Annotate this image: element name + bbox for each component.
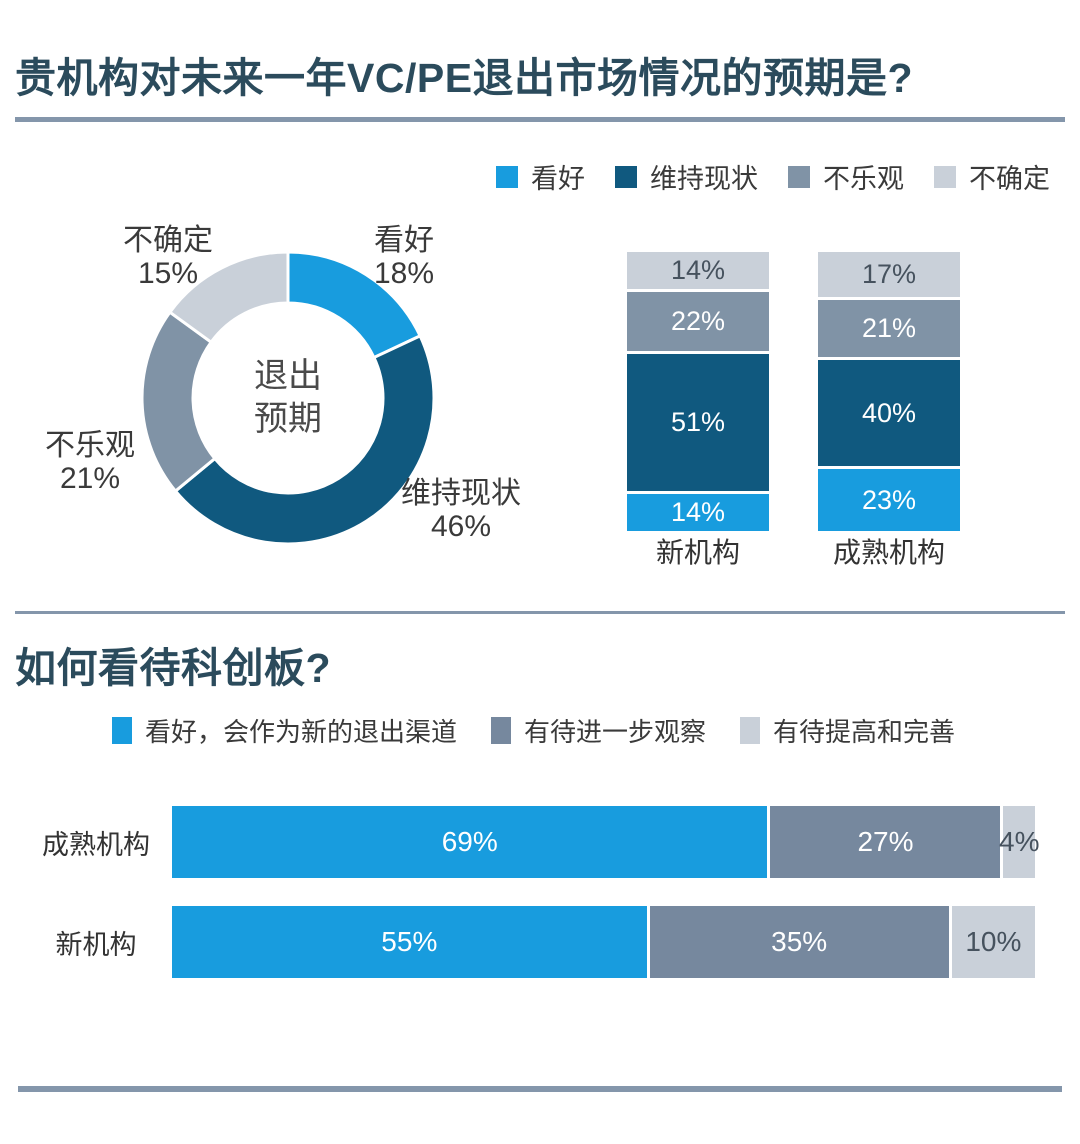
column-segment: 14% bbox=[627, 252, 769, 290]
bar-segment: 69% bbox=[172, 806, 768, 878]
legend-label: 看好 bbox=[531, 164, 585, 194]
column-segment: 40% bbox=[818, 359, 960, 467]
legend-item: 看好 bbox=[496, 157, 585, 196]
donut-label: 不乐观 21% bbox=[45, 429, 135, 495]
star-market-legend: 看好，会作为新的退出渠道 有待进一步观察 有待提高和完善 bbox=[112, 712, 955, 749]
donut-svg bbox=[140, 250, 436, 546]
column-segment: 21% bbox=[818, 300, 960, 357]
legend-swatch bbox=[740, 717, 761, 744]
donut-label: 看好 18% bbox=[374, 224, 434, 290]
donut-segment-1 bbox=[173, 333, 436, 546]
column-segment: 17% bbox=[818, 252, 960, 298]
column-segment: 22% bbox=[627, 292, 769, 352]
legend-item: 看好，会作为新的退出渠道 bbox=[112, 712, 457, 749]
divider-middle bbox=[15, 611, 1065, 614]
legend-item: 不乐观 bbox=[788, 157, 904, 196]
legend-label: 有待提高和完善 bbox=[773, 717, 956, 747]
donut-label-value: 21% bbox=[59, 462, 121, 495]
donut-label-value: 46% bbox=[430, 510, 492, 543]
bar-row-label: 新机构 bbox=[55, 929, 137, 960]
legend-label: 不乐观 bbox=[823, 164, 904, 194]
legend-item: 有待提高和完善 bbox=[740, 712, 955, 749]
bar-segment: 10% bbox=[951, 906, 1035, 978]
divider-bottom bbox=[18, 1086, 1062, 1092]
donut-label: 维持现状 46% bbox=[401, 477, 521, 543]
donut-center-line2: 预期 bbox=[254, 400, 322, 438]
column-segment: 14% bbox=[627, 493, 769, 531]
column-segment: 23% bbox=[818, 469, 960, 531]
donut-segment-3 bbox=[167, 250, 290, 345]
bar-row-成熟机构: 69% 27% 4% bbox=[172, 806, 1039, 878]
legend-label: 有待进一步观察 bbox=[524, 717, 707, 747]
legend-item: 有待进一步观察 bbox=[491, 712, 706, 749]
column-segment: 51% bbox=[627, 354, 769, 491]
bar-row-新机构: 55% 35% 10% bbox=[172, 906, 1035, 978]
exit-expectation-legend: 看好 维持现状 不乐观 不确定 bbox=[496, 157, 1050, 196]
column-category-label: 成熟机构 bbox=[832, 537, 945, 568]
donut-label-name: 维持现状 bbox=[401, 477, 521, 510]
section2-title: 如何看待科创板? bbox=[15, 645, 332, 691]
donut-center-line1: 退出 bbox=[254, 357, 322, 395]
legend-swatch bbox=[934, 165, 956, 188]
legend-swatch bbox=[615, 165, 637, 188]
section1-title: 贵机构对未来一年VC/PE退出市场情况的预期是? bbox=[15, 55, 914, 101]
stacked-column-成熟机构: 17% 21% 40% 23% bbox=[818, 252, 960, 531]
donut-label-name: 不乐观 bbox=[45, 429, 135, 462]
bar-row-label: 成熟机构 bbox=[42, 829, 150, 860]
legend-label: 维持现状 bbox=[650, 164, 758, 194]
donut-label-value: 15% bbox=[137, 257, 199, 290]
column-category-label: 新机构 bbox=[655, 537, 740, 568]
bar-segment: 35% bbox=[649, 906, 949, 978]
bar-segment: 55% bbox=[172, 906, 647, 978]
exit-expectation-donut-chart: 退出 预期 bbox=[140, 250, 436, 546]
legend-swatch bbox=[491, 717, 512, 744]
donut-label: 不确定 15% bbox=[123, 224, 213, 290]
legend-item: 不确定 bbox=[934, 157, 1050, 196]
bar-segment: 27% bbox=[770, 806, 1001, 878]
legend-label: 不确定 bbox=[969, 164, 1050, 194]
legend-swatch bbox=[112, 717, 132, 744]
legend-item: 维持现状 bbox=[615, 157, 758, 196]
donut-label-name: 看好 bbox=[373, 224, 434, 257]
legend-swatch bbox=[788, 165, 810, 188]
divider-top bbox=[15, 117, 1065, 122]
legend-label: 看好，会作为新的退出渠道 bbox=[145, 717, 458, 747]
bar-segment: 4% bbox=[999, 806, 1039, 878]
donut-center-label: 退出 预期 bbox=[140, 250, 436, 546]
donut-label-value: 18% bbox=[373, 257, 435, 290]
legend-swatch bbox=[496, 165, 518, 188]
donut-label-name: 不确定 bbox=[123, 224, 213, 257]
stacked-column-新机构: 14% 22% 51% 14% bbox=[627, 252, 769, 531]
